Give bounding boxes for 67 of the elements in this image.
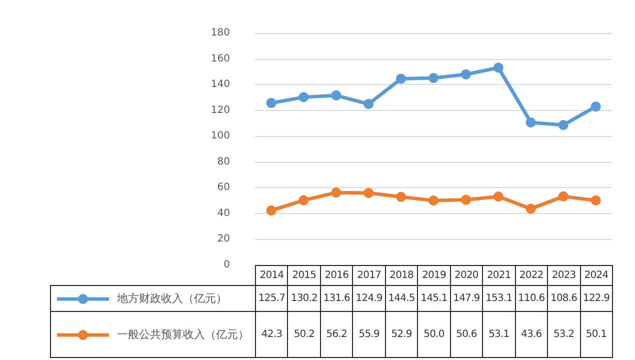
data-label: 110.6 — [515, 286, 548, 312]
point — [493, 62, 504, 73]
legend-label: 地方财政收入（亿元） — [117, 291, 227, 306]
data-label: 147.9 — [450, 286, 483, 312]
point — [298, 92, 309, 102]
data-label: 50.2 — [288, 312, 320, 358]
data-label: 52.9 — [385, 312, 418, 358]
y-tick-label: 80 — [217, 156, 230, 168]
data-label: 50.1 — [580, 312, 612, 358]
point — [428, 72, 438, 83]
data-label: 55.9 — [352, 312, 386, 358]
point — [526, 204, 536, 214]
point — [266, 98, 276, 108]
point — [396, 74, 406, 84]
y-tick-label: 100 — [210, 130, 230, 142]
point — [493, 192, 504, 202]
data-label: 144.5 — [385, 286, 418, 312]
point — [460, 69, 471, 80]
x-tick-label: 2018 — [385, 266, 418, 286]
y-tick-label: 160 — [210, 53, 230, 64]
point — [590, 102, 601, 112]
point — [331, 188, 342, 198]
data-label: 43.6 — [515, 312, 548, 358]
point — [396, 192, 406, 202]
data-label: 145.1 — [418, 286, 450, 312]
data-label: 122.9 — [580, 286, 612, 312]
point — [298, 195, 309, 206]
data-label: 131.6 — [320, 286, 353, 312]
x-tick-label: 2017 — [352, 266, 386, 286]
point — [364, 188, 374, 198]
point — [558, 120, 568, 130]
y-tick-label: 0 — [224, 260, 230, 270]
data-label: 125.7 — [256, 286, 288, 312]
y-tick-label: 20 — [217, 234, 230, 245]
x-tick-label: 2024 — [580, 266, 612, 286]
x-tick-label: 2020 — [450, 266, 483, 286]
point — [428, 196, 438, 206]
y-tick-label: 60 — [217, 182, 230, 194]
x-tick-label: 2019 — [418, 266, 450, 286]
legend-label: 一般公共预算收入（亿元） — [117, 327, 249, 342]
point — [266, 205, 276, 216]
data-label: 153.1 — [482, 286, 516, 312]
x-tick-label: 2022 — [515, 266, 548, 286]
data-label: 56.2 — [320, 312, 353, 358]
data-label: 53.1 — [482, 312, 516, 358]
data-label: 53.2 — [548, 312, 580, 358]
data-label: 130.2 — [288, 286, 320, 312]
x-tick-label: 2023 — [548, 266, 580, 286]
y-tick-label: 120 — [210, 104, 230, 116]
y-tick-label: 140 — [210, 79, 230, 90]
point — [331, 90, 342, 100]
point — [558, 191, 568, 202]
x-tick-label: 2016 — [320, 266, 353, 286]
point — [590, 195, 601, 206]
data-label: 42.3 — [256, 312, 288, 358]
data-label: 108.6 — [548, 286, 580, 312]
data-label: 50.0 — [418, 312, 450, 358]
x-tick-label: 2014 — [256, 266, 288, 286]
x-tick-label: 2021 — [482, 266, 516, 286]
y-tick-label: 180 — [210, 28, 230, 38]
point — [526, 117, 536, 128]
point — [364, 99, 374, 110]
data-label: 50.6 — [450, 312, 483, 358]
point — [460, 194, 471, 205]
x-tick-label: 2015 — [288, 266, 320, 286]
y-tick-label: 40 — [217, 208, 230, 219]
data-label: 124.9 — [352, 286, 386, 312]
